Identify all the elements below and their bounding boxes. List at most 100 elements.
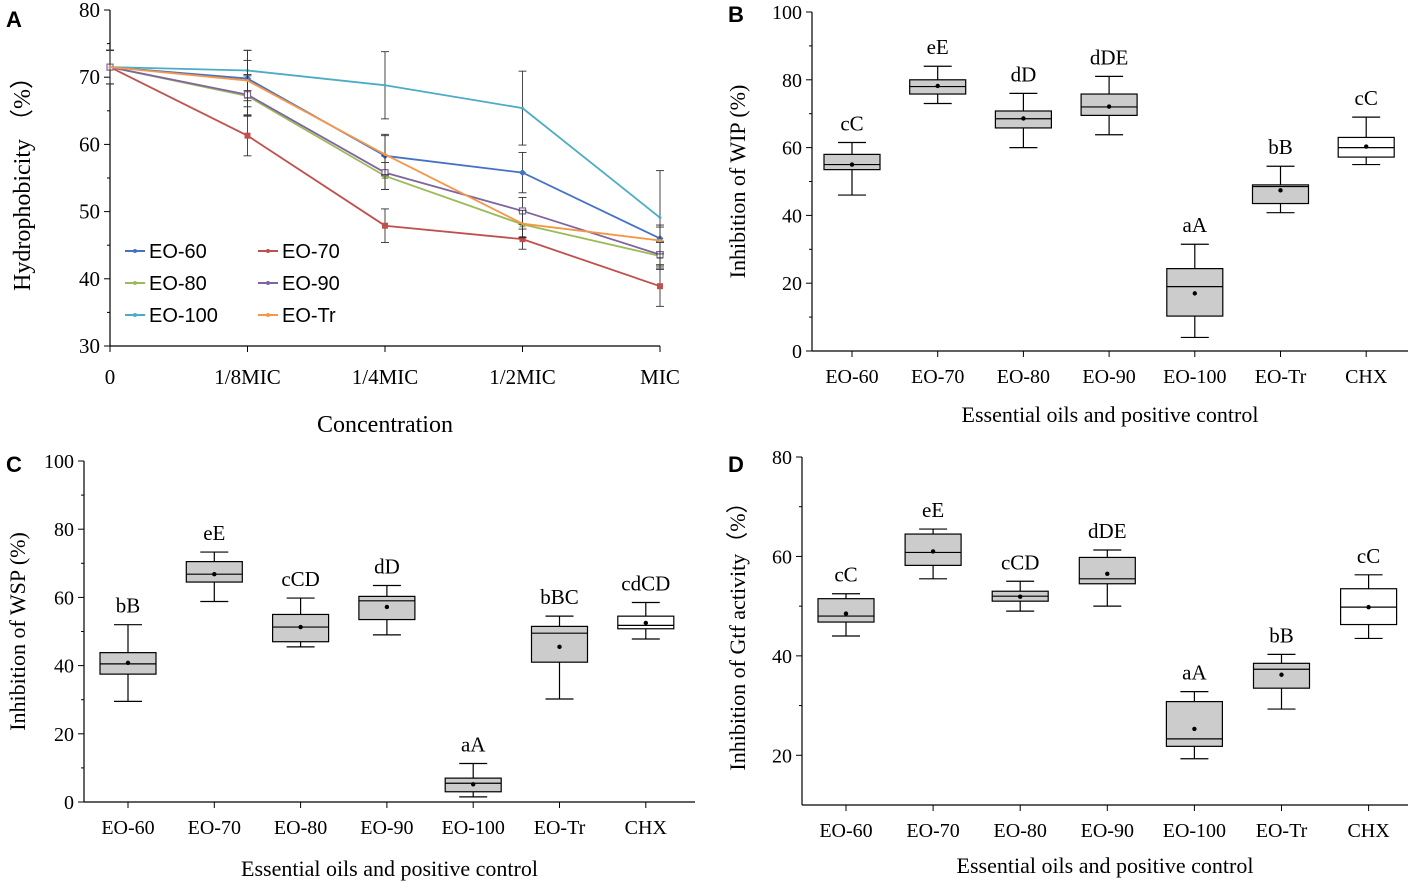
x-tick-label: EO-90 [1081, 820, 1134, 842]
box-eo-tr: bBC [530, 585, 589, 700]
x-tick-label: EO-100 [1163, 366, 1226, 388]
y-tick-label: 20 [772, 745, 792, 767]
box-chx: cC [1337, 86, 1395, 166]
x-tick-label: EO-90 [360, 817, 413, 839]
x-axis-title: Essential oils and positive control [957, 853, 1254, 878]
y-tick-label: 0 [64, 792, 74, 814]
significance-label: aA [461, 732, 486, 756]
x-tick-label: EO-60 [825, 366, 878, 388]
y-tick-label: 60 [772, 546, 792, 568]
legend-marker [266, 313, 270, 317]
x-tick-label: 1/2MIC [489, 365, 556, 389]
x-tick-label: EO-60 [101, 817, 154, 839]
y-tick-label: 60 [79, 132, 100, 156]
mean-point [298, 624, 303, 630]
y-tick-label: 70 [79, 65, 100, 89]
legend-label: EO-60 [149, 241, 207, 263]
x-tick-label: 0 [105, 365, 116, 389]
box-eo-80: cCD [991, 550, 1049, 612]
data-point [519, 236, 526, 243]
panel-d: D 20 40 60 80 EO-60 EO-70 EO-80 EO-90 EO-100 EO-Tr… [725, 447, 1408, 878]
mean-point [1192, 291, 1198, 296]
data-point [383, 152, 387, 156]
significance-label: aA [1183, 213, 1208, 237]
x-tick-label: EO-80 [274, 817, 327, 839]
y-tick-label: 100 [772, 2, 802, 24]
x-tick-label: EO-Tr [1256, 820, 1308, 842]
x-tick-label: EO-70 [911, 366, 964, 388]
y-tick-label: 0 [792, 341, 802, 363]
x-tick-label: EO-100 [1163, 820, 1226, 842]
x-tick-label: 1/8MIC [214, 365, 281, 389]
box-eo-60: cC [817, 563, 875, 637]
data-point [658, 238, 662, 242]
legend-label: EO-70 [282, 241, 340, 263]
y-tick-label: 80 [772, 447, 792, 469]
mean-point [1364, 144, 1369, 149]
x-tick-label: EO-80 [994, 820, 1047, 842]
box-iqr [823, 153, 881, 171]
legend-label: EO-Tr [282, 305, 336, 327]
legend-label: EO-80 [149, 273, 207, 295]
x-axis-title: Essential oils and positive control [241, 856, 538, 881]
mean-point [1366, 604, 1371, 610]
mean-point [930, 549, 936, 554]
mean-point [1106, 104, 1112, 109]
y-tick-label: 40 [79, 267, 100, 291]
mean-point [1192, 726, 1197, 732]
significance-label: cCD [1001, 550, 1040, 574]
significance-label: dDE [1088, 519, 1127, 543]
box-eo-100: aA [1165, 661, 1224, 760]
significance-label: aA [1182, 661, 1207, 685]
box-iqr [1165, 700, 1224, 747]
significance-label: cC [840, 112, 863, 136]
box-eo-100: aA [444, 732, 502, 798]
y-tick-label: 30 [79, 334, 100, 358]
box-eo-90: dD [358, 554, 416, 636]
significance-label: bBC [540, 585, 579, 609]
data-point [521, 106, 524, 110]
y-axis-title: Inhibition of Gtf activity（%） [725, 491, 750, 770]
x-tick-label: EO-60 [819, 820, 872, 842]
mean-point [1278, 188, 1283, 193]
y-tick-label: 50 [79, 200, 100, 224]
significance-label: eE [203, 521, 225, 545]
x-tick-label: EO-70 [188, 817, 241, 839]
x-tick-label: EO-Tr [534, 817, 586, 839]
x-tick-label: CHX [1347, 820, 1390, 842]
box-eo-80: cCD [272, 567, 330, 648]
data-point [657, 283, 663, 290]
significance-label: dD [374, 554, 400, 578]
significance-label: dDE [1090, 45, 1129, 69]
mean-point [1018, 594, 1023, 599]
box-eo-tr: bB [1252, 623, 1311, 710]
box-eo-90: dDE [1080, 45, 1138, 136]
legend-marker [133, 281, 137, 285]
box-iqr [185, 560, 243, 583]
mean-point [935, 83, 940, 89]
y-axis-title: Inhibition of WIP (%) [725, 85, 750, 279]
x-tick-label: EO-Tr [1255, 366, 1307, 388]
y-tick-label: 40 [54, 656, 74, 678]
box-iqr [1078, 556, 1136, 585]
y-axis-title: Hydrophobicity （%） [10, 65, 36, 291]
y-tick-label: 80 [782, 70, 802, 92]
x-tick-label: EO-90 [1082, 366, 1135, 388]
data-point [246, 79, 249, 83]
legend-label: EO-90 [282, 273, 340, 295]
mean-point [1279, 672, 1284, 677]
y-tick-label: 80 [54, 519, 74, 541]
box-eo-70: eE [904, 498, 962, 580]
data-point [108, 65, 112, 69]
panel-b: B 0 20 40 60 80 100 EO-60 EO-70 EO-80 EO-90 EO-100 E… [725, 2, 1408, 427]
box-eo-tr: bB [1251, 135, 1310, 214]
data-point [382, 222, 388, 229]
legend: EO-60 EO-70 EO-80 EO-90 EO-100 EO-Tr [125, 241, 340, 327]
x-axis-title: Concentration [317, 412, 453, 438]
box-eo-100: aA [1166, 213, 1224, 339]
box-eo-80: dD [994, 62, 1053, 149]
significance-label: eE [927, 35, 949, 59]
panel-a: A 30 40 50 60 70 80 0 1/8MIC 1/4MIC 1/2MIC MIC Conce… [6, 0, 680, 438]
x-tick-label: CHX [1345, 366, 1388, 388]
panel-letter: A [6, 7, 22, 32]
